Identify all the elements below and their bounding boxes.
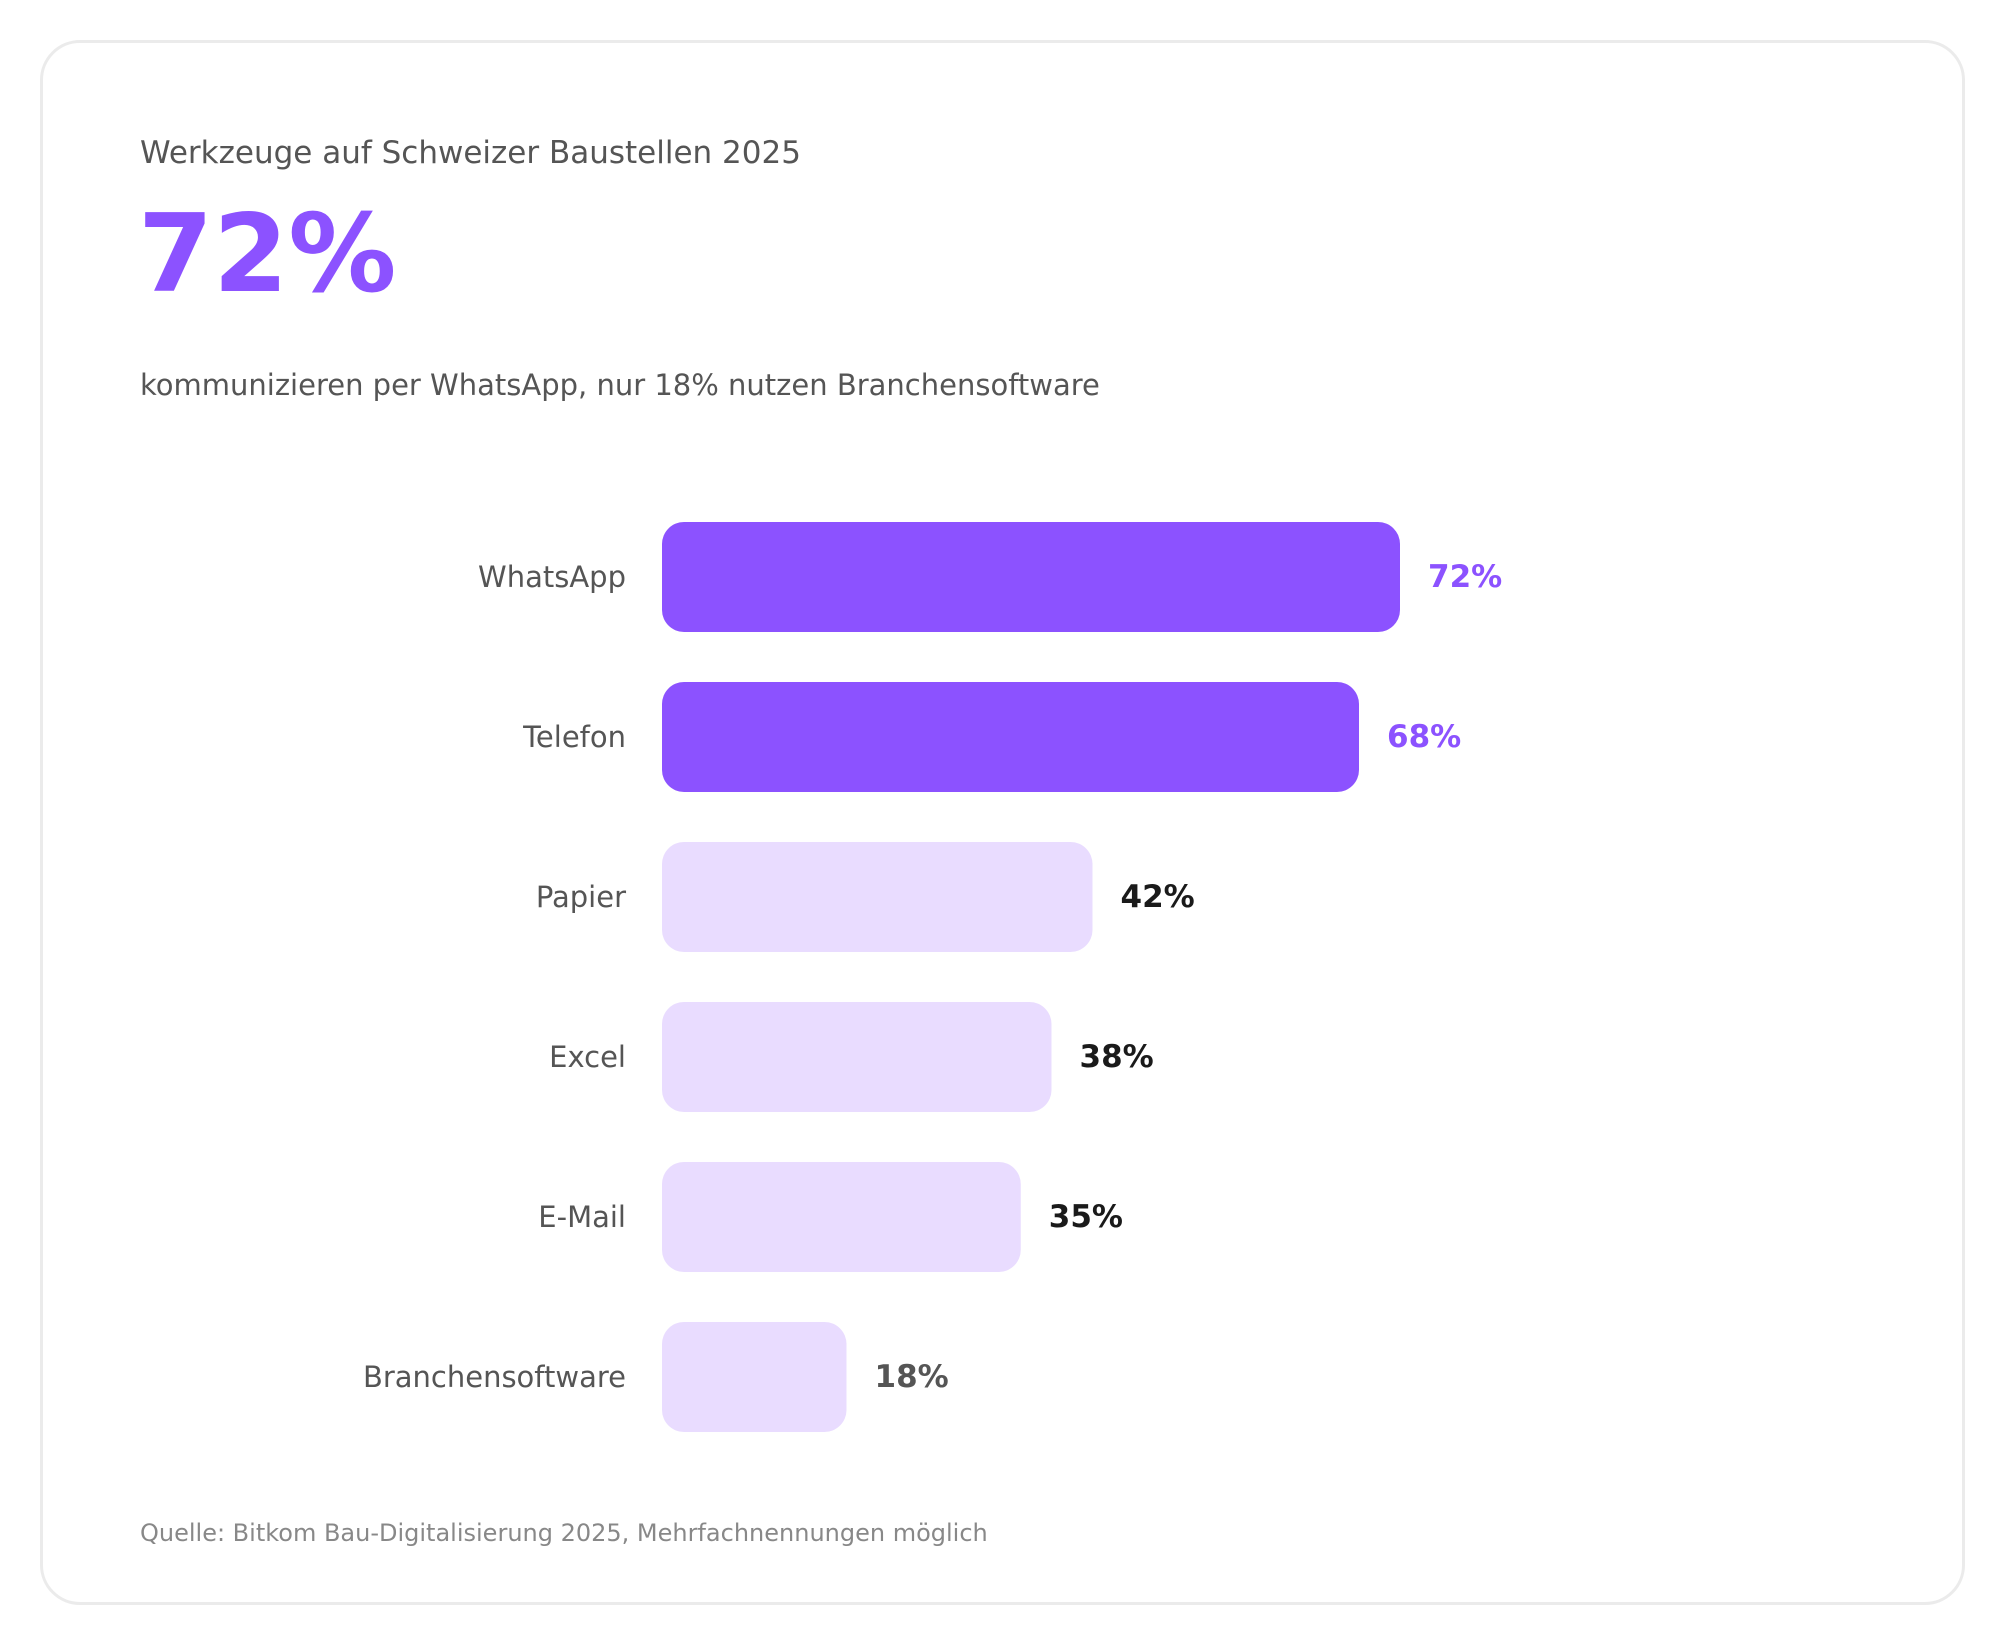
chart-card xyxy=(40,40,1965,1605)
hero-value: 72% xyxy=(138,192,397,317)
category-label: Telefon xyxy=(522,720,626,754)
bar-row: Branchensoftware 18% xyxy=(363,1322,949,1432)
bar-row: Excel 38% xyxy=(549,1002,1154,1112)
value-label: 18% xyxy=(875,1359,949,1395)
bar-row: Papier 42% xyxy=(536,842,1195,952)
bar xyxy=(662,1322,847,1432)
value-label: 38% xyxy=(1080,1039,1154,1075)
bar xyxy=(662,682,1359,792)
category-label: Papier xyxy=(536,880,626,914)
category-label: Excel xyxy=(549,1040,626,1074)
bar-row: Telefon 68% xyxy=(522,682,1461,792)
value-label: 35% xyxy=(1049,1199,1123,1235)
bar-row: WhatsApp 72% xyxy=(478,522,1502,632)
bar xyxy=(662,1002,1052,1112)
chart-kicker: Werkzeuge auf Schweizer Baustellen 2025 xyxy=(140,135,801,171)
bar xyxy=(662,522,1400,632)
bar xyxy=(662,842,1093,952)
chart-subtitle: kommunizieren per WhatsApp, nur 18% nutz… xyxy=(140,368,1100,402)
source-note: Quelle: Bitkom Bau-Digitalisierung 2025,… xyxy=(140,1519,988,1547)
bar-row: E-Mail 35% xyxy=(538,1162,1123,1272)
category-label: Branchensoftware xyxy=(363,1360,626,1394)
value-label: 68% xyxy=(1387,719,1461,755)
value-label: 42% xyxy=(1121,879,1195,915)
category-label: E-Mail xyxy=(538,1200,626,1234)
value-label: 72% xyxy=(1428,559,1502,595)
category-label: WhatsApp xyxy=(478,560,626,594)
bar xyxy=(662,1162,1021,1272)
